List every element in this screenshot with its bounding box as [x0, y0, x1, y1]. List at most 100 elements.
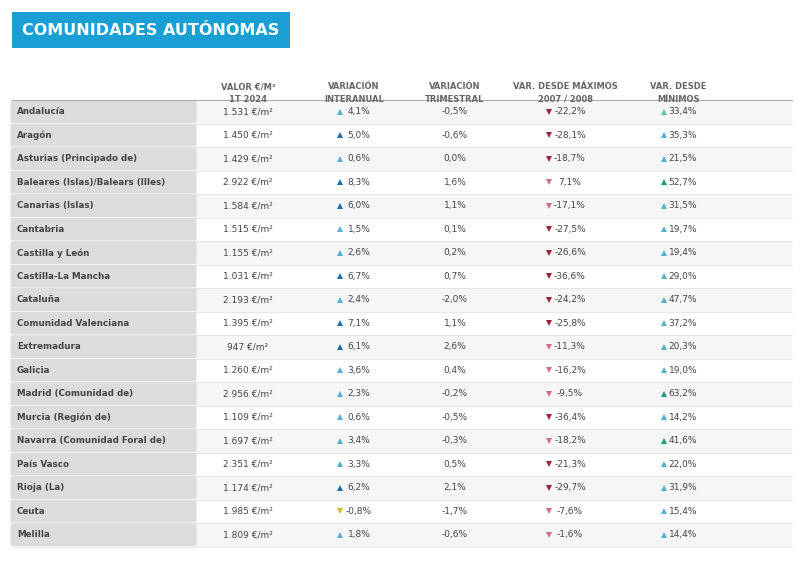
Text: 0,4%: 0,4%	[444, 366, 466, 375]
Text: 31,5%: 31,5%	[669, 201, 698, 210]
Text: 1.531 €/m²: 1.531 €/m²	[223, 107, 273, 116]
Text: 15,4%: 15,4%	[669, 507, 698, 516]
Text: Navarra (Comunidad Foral de): Navarra (Comunidad Foral de)	[17, 436, 166, 445]
Text: 0,6%: 0,6%	[347, 413, 370, 422]
Text: -11,3%: -11,3%	[554, 342, 586, 351]
FancyBboxPatch shape	[10, 335, 197, 358]
Text: 29,0%: 29,0%	[669, 272, 698, 280]
Text: 21,5%: 21,5%	[669, 154, 698, 163]
Text: 6,1%: 6,1%	[347, 342, 370, 351]
Text: 0,2%: 0,2%	[444, 249, 466, 257]
Text: 2,1%: 2,1%	[444, 483, 466, 492]
FancyBboxPatch shape	[10, 241, 197, 264]
Text: -1,6%: -1,6%	[557, 530, 583, 539]
FancyBboxPatch shape	[12, 382, 792, 406]
Text: 1,1%: 1,1%	[443, 319, 466, 328]
Text: 1.697 €/m²: 1.697 €/m²	[223, 436, 273, 445]
Text: Baleares (Islas)/Balears (Illes): Baleares (Islas)/Balears (Illes)	[17, 178, 166, 187]
FancyBboxPatch shape	[12, 241, 792, 264]
Text: -29,7%: -29,7%	[554, 483, 586, 492]
Text: -0,5%: -0,5%	[442, 107, 468, 116]
Text: -36,4%: -36,4%	[554, 413, 586, 422]
Text: -16,2%: -16,2%	[554, 366, 586, 375]
Text: VAR. DESDE MÁXIMOS
2007 / 2008: VAR. DESDE MÁXIMOS 2007 / 2008	[513, 82, 618, 103]
Text: -24,2%: -24,2%	[554, 295, 586, 304]
Text: 1.260 €/m²: 1.260 €/m²	[223, 366, 273, 375]
FancyBboxPatch shape	[10, 476, 197, 499]
Text: 6,0%: 6,0%	[347, 201, 370, 210]
FancyBboxPatch shape	[10, 430, 197, 452]
Text: -36,6%: -36,6%	[554, 272, 586, 280]
Text: -26,6%: -26,6%	[554, 249, 586, 257]
FancyBboxPatch shape	[12, 100, 792, 123]
FancyBboxPatch shape	[10, 383, 197, 405]
Text: VARIACIÓN
INTERANUAL: VARIACIÓN INTERANUAL	[324, 82, 384, 103]
FancyBboxPatch shape	[10, 453, 197, 476]
Text: 37,2%: 37,2%	[669, 319, 698, 328]
Text: Madrid (Comunidad de): Madrid (Comunidad de)	[17, 389, 133, 398]
FancyBboxPatch shape	[10, 312, 197, 334]
Text: Andalucía: Andalucía	[17, 107, 66, 116]
FancyBboxPatch shape	[10, 265, 197, 287]
Text: 2,6%: 2,6%	[444, 342, 466, 351]
Text: Cantabria: Cantabria	[17, 225, 66, 234]
FancyBboxPatch shape	[10, 195, 197, 217]
Text: Melilla: Melilla	[17, 530, 50, 539]
FancyBboxPatch shape	[12, 476, 792, 499]
Text: Rioja (La): Rioja (La)	[17, 483, 64, 492]
Text: Ceuta: Ceuta	[17, 507, 46, 516]
Text: 31,9%: 31,9%	[669, 483, 698, 492]
FancyBboxPatch shape	[10, 288, 197, 311]
Text: 2,3%: 2,3%	[348, 389, 370, 398]
Text: 3,4%: 3,4%	[348, 436, 370, 445]
Text: 2.193 €/m²: 2.193 €/m²	[223, 295, 273, 304]
FancyBboxPatch shape	[12, 264, 792, 288]
Text: 6,7%: 6,7%	[347, 272, 370, 280]
FancyBboxPatch shape	[12, 406, 792, 429]
Text: -7,6%: -7,6%	[557, 507, 583, 516]
FancyBboxPatch shape	[12, 311, 792, 335]
Text: -0,3%: -0,3%	[442, 436, 468, 445]
Text: 0,5%: 0,5%	[443, 460, 466, 469]
Text: 22,0%: 22,0%	[669, 460, 697, 469]
Text: 0,6%: 0,6%	[347, 154, 370, 163]
FancyBboxPatch shape	[12, 429, 792, 453]
Text: 8,3%: 8,3%	[347, 178, 370, 187]
Text: -28,1%: -28,1%	[554, 131, 586, 140]
FancyBboxPatch shape	[12, 499, 792, 523]
FancyBboxPatch shape	[10, 359, 197, 381]
Text: 1.584 €/m²: 1.584 €/m²	[223, 201, 273, 210]
Text: -0,5%: -0,5%	[442, 413, 468, 422]
Text: Asturias (Principado de): Asturias (Principado de)	[17, 154, 137, 163]
FancyBboxPatch shape	[12, 147, 792, 171]
Text: 1.450 €/m²: 1.450 €/m²	[223, 131, 273, 140]
Text: 0,0%: 0,0%	[443, 154, 466, 163]
Text: -2,0%: -2,0%	[442, 295, 468, 304]
Text: 0,7%: 0,7%	[443, 272, 466, 280]
Text: 14,4%: 14,4%	[669, 530, 697, 539]
Text: 1.515 €/m²: 1.515 €/m²	[223, 225, 273, 234]
Text: 6,2%: 6,2%	[348, 483, 370, 492]
Text: 3,6%: 3,6%	[347, 366, 370, 375]
Text: 2.351 €/m²: 2.351 €/m²	[223, 460, 273, 469]
Text: 1.031 €/m²: 1.031 €/m²	[223, 272, 273, 280]
Text: -27,5%: -27,5%	[554, 225, 586, 234]
Text: -1,7%: -1,7%	[442, 507, 468, 516]
Text: -9,5%: -9,5%	[557, 389, 583, 398]
Text: -17,1%: -17,1%	[554, 201, 586, 210]
Text: 35,3%: 35,3%	[669, 131, 698, 140]
FancyBboxPatch shape	[12, 335, 792, 358]
Text: -22,2%: -22,2%	[554, 107, 586, 116]
FancyBboxPatch shape	[12, 523, 792, 546]
Text: 4,1%: 4,1%	[348, 107, 370, 116]
Text: Cataluña: Cataluña	[17, 295, 61, 304]
Text: Murcia (Región de): Murcia (Región de)	[17, 412, 111, 422]
Text: Canarias (Islas): Canarias (Islas)	[17, 201, 94, 210]
Text: -0,6%: -0,6%	[442, 131, 468, 140]
Text: 41,6%: 41,6%	[669, 436, 698, 445]
Text: Comunidad Valenciana: Comunidad Valenciana	[17, 319, 130, 328]
Text: 20,3%: 20,3%	[669, 342, 698, 351]
Text: Castilla y León: Castilla y León	[17, 248, 90, 257]
Text: 2.922 €/m²: 2.922 €/m²	[223, 178, 273, 187]
Text: 947 €/m²: 947 €/m²	[227, 342, 269, 351]
